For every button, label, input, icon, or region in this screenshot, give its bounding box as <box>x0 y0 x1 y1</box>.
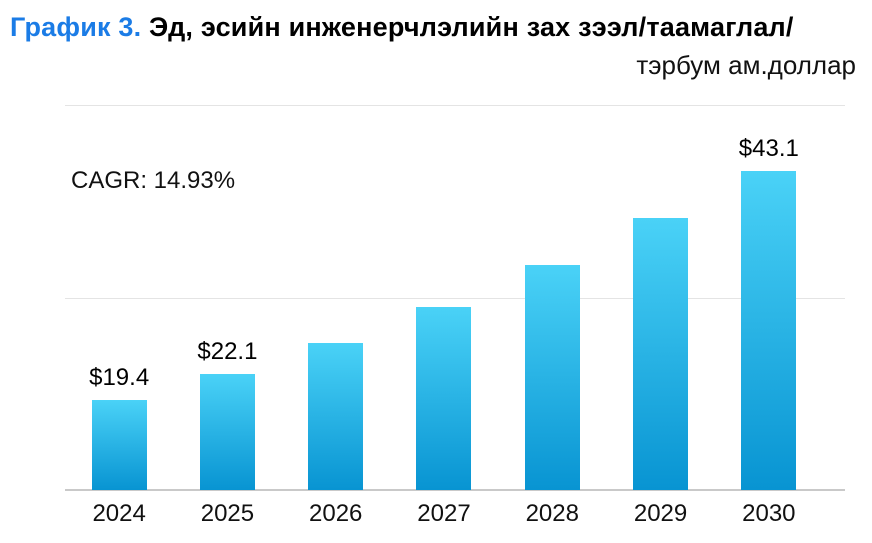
x-tick-label: 2028 <box>525 500 579 527</box>
chart-header: График 3. Эд, эсийн инженерчлэлийн зах з… <box>10 12 856 81</box>
bar-value-label: $43.1 <box>738 135 799 162</box>
bar <box>199 374 255 490</box>
x-tick-label: 2026 <box>309 500 363 527</box>
bars: $19.4 $22.1 $43.1 <box>65 105 823 490</box>
bar-column: $22.1 <box>173 338 281 490</box>
bar <box>741 171 797 490</box>
gridline-top <box>65 105 845 106</box>
x-tick-label: 2024 <box>92 500 146 527</box>
bar-column: $43.1 <box>715 135 823 490</box>
x-axis: 2024 2025 2026 2027 2028 2029 2030 <box>65 500 823 528</box>
x-tick-label: 2027 <box>417 500 471 527</box>
bar-value-label: $19.4 <box>89 364 150 391</box>
bar-column <box>282 343 390 490</box>
bar <box>308 343 364 490</box>
bar-value-label: $22.1 <box>197 338 258 365</box>
bar <box>633 218 689 490</box>
bar <box>91 400 147 490</box>
bar <box>524 265 580 490</box>
chart-subtitle: тэрбум ам.доллар <box>636 50 856 80</box>
plot-area: CAGR: 14.93% $19.4 $22.1 $43.1 <box>65 105 845 491</box>
x-tick-label: 2029 <box>633 500 688 527</box>
chart-title: График 3. Эд, эсийн инженерчлэлийн зах з… <box>10 12 856 43</box>
cagr-annotation: CAGR: 14.93% <box>71 167 236 194</box>
chart-title-main: Эд, эсийн инженерчлэлийн зах зээл/таамаг… <box>141 12 794 42</box>
x-axis-line <box>65 489 845 491</box>
chart-title-prefix: График 3. <box>10 12 142 42</box>
x-tick-label: 2030 <box>742 500 796 527</box>
bar-column <box>390 307 498 490</box>
gridline-middle <box>65 297 845 299</box>
bar-column <box>498 265 606 490</box>
bar-column <box>606 218 714 490</box>
bar <box>416 307 472 490</box>
x-tick-label: 2025 <box>200 500 255 527</box>
bar-column: $19.4 <box>65 364 173 490</box>
